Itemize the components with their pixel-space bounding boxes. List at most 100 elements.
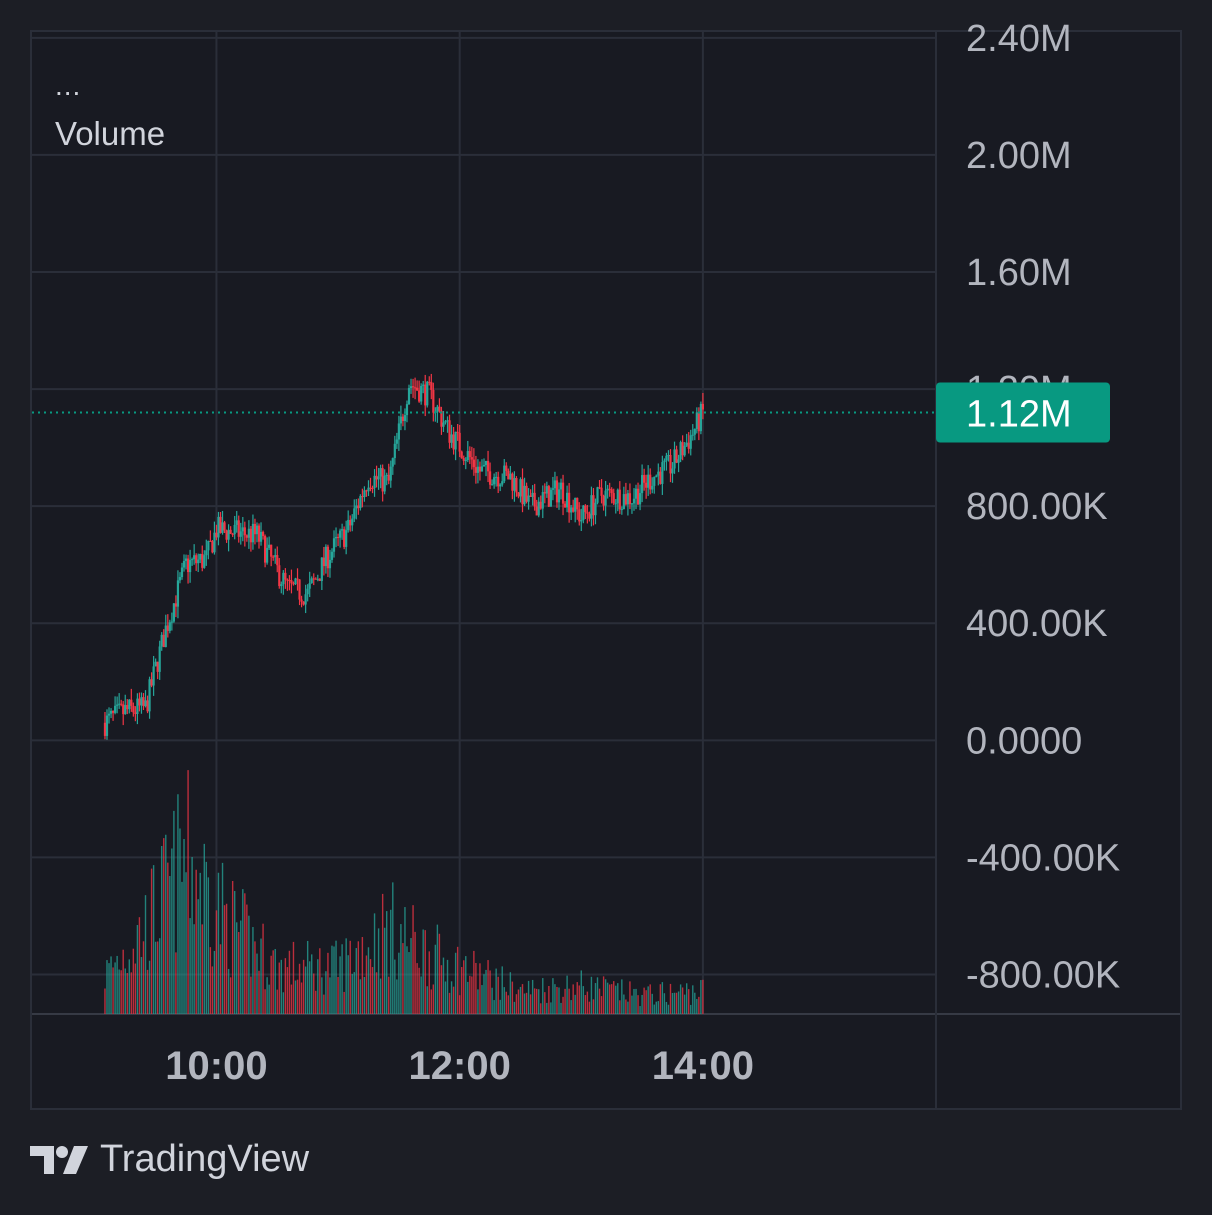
candle-body (572, 507, 575, 512)
candle-body (574, 497, 577, 512)
candle-body (245, 535, 248, 538)
candle-body (306, 588, 309, 595)
candle-body (122, 704, 125, 715)
candle-body (373, 475, 376, 489)
candle-body (225, 530, 228, 540)
candle-body (545, 486, 548, 494)
candle-body (172, 603, 175, 622)
candle-body (138, 698, 141, 706)
candle-body (665, 455, 668, 461)
candle-body (365, 490, 368, 492)
candle-body (201, 554, 204, 568)
candle-body (310, 578, 313, 584)
candle-body (638, 493, 642, 505)
candle-body (561, 482, 565, 504)
candle-body (598, 487, 601, 489)
candle-body (511, 473, 514, 491)
legend-menu-dots[interactable]: ... (55, 70, 82, 101)
candle-body (298, 579, 301, 600)
candle-body (426, 381, 429, 406)
candle-body (203, 555, 206, 568)
candle-body (320, 557, 323, 582)
candle-body (239, 531, 242, 537)
candle-body (604, 490, 607, 506)
candle-body (128, 699, 131, 710)
candle-body (304, 594, 307, 605)
candle-body (568, 492, 571, 513)
candle-body (614, 503, 617, 505)
candle-body (466, 451, 469, 461)
candle-body (409, 386, 413, 389)
candle-body (413, 387, 417, 389)
candle-body (478, 466, 482, 472)
candle-body (669, 455, 672, 474)
candle-body (341, 529, 344, 531)
x-tick-label: 14:00 (652, 1044, 754, 1088)
candle-body (176, 580, 180, 607)
candle-body (166, 625, 169, 631)
candle-body (114, 705, 117, 713)
candle-body (146, 700, 149, 712)
candle-body (288, 580, 291, 582)
candle-body (474, 467, 477, 473)
candle-body (136, 698, 139, 715)
candle-body (134, 712, 137, 715)
candle-body (343, 529, 346, 547)
candle-body (407, 388, 411, 405)
candle-body (211, 541, 214, 553)
candle-body (630, 503, 634, 505)
candle-body (620, 509, 623, 511)
candle-body (517, 492, 520, 497)
candle-body (563, 503, 567, 508)
candle-body (685, 442, 688, 446)
candle-body (649, 474, 652, 490)
candle-body (616, 489, 619, 504)
candle-body (458, 432, 461, 452)
candle-body (253, 523, 257, 535)
candle-body (308, 583, 311, 589)
candle-body (164, 625, 167, 648)
candle-body (580, 520, 583, 522)
candle-body (231, 533, 234, 535)
candle-body (606, 488, 609, 491)
candle-body (547, 486, 550, 507)
candle-body (509, 473, 512, 480)
axes: 2.40M2.00M1.60M1.20M800.00K400.00K0.0000… (165, 18, 1120, 1088)
candle-body (385, 474, 388, 476)
candle-body (533, 492, 536, 507)
candle-body (116, 704, 119, 706)
candle-body (160, 634, 163, 647)
candle-body (257, 525, 261, 542)
candle-body (495, 476, 498, 478)
candle-body (681, 442, 684, 456)
candle-body (270, 544, 273, 557)
candle-body (659, 471, 662, 484)
candle-body (689, 435, 692, 449)
candle-body (375, 475, 378, 480)
candle-body (446, 420, 449, 422)
candle-body (383, 475, 386, 492)
candle-body (130, 699, 133, 706)
candle-body (628, 493, 632, 505)
candle-body (188, 560, 192, 573)
candle-body (472, 459, 475, 468)
candle-body (357, 505, 360, 509)
candle-body (195, 555, 198, 564)
tradingview-brand[interactable]: TradingView (30, 1138, 309, 1181)
candle-body (186, 558, 190, 573)
candle-body (428, 381, 431, 383)
candle-body (557, 489, 561, 503)
candle-body (389, 466, 392, 481)
candle-body (525, 485, 528, 502)
candle-body (213, 532, 216, 553)
candle-body (671, 468, 674, 474)
candle-body (296, 578, 299, 580)
candle-body (241, 527, 244, 532)
candle-body (318, 578, 321, 582)
candle-body (118, 703, 121, 705)
candle-body (314, 578, 317, 580)
candle-body (126, 705, 129, 710)
candle-body (263, 536, 267, 563)
candle-body (286, 579, 289, 581)
